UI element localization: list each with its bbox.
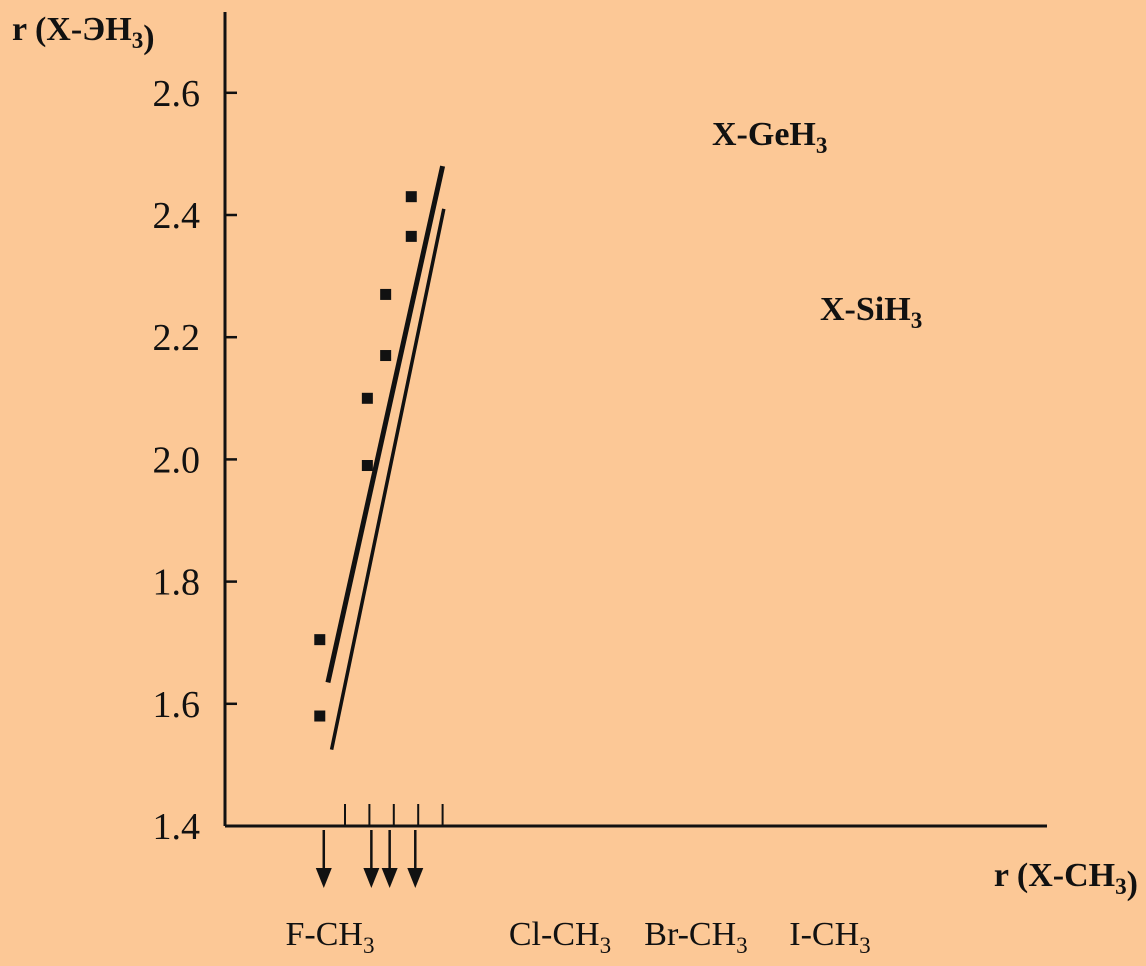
category-arrow-head (381, 868, 398, 888)
labels: F-CH3 Cl-CH3 Br-CH3 I-CH3 r (X-ЭH3) r (X-CH3)… (12, 11, 1138, 959)
data-point (361, 460, 373, 472)
data-point (314, 710, 326, 722)
y-tick-label: 2.4 (153, 195, 201, 237)
data-point (361, 392, 373, 404)
y-tick-label: 1.8 (153, 562, 201, 604)
y-tick-label: 1.6 (153, 684, 201, 726)
data-point (314, 634, 326, 646)
series-label: X-SiH3 (820, 291, 922, 334)
data-points (314, 191, 417, 722)
fit-line (325, 165, 446, 683)
y-tick-label: 2.0 (153, 439, 201, 481)
y-tick-label: 2.2 (153, 317, 201, 359)
category-arrow-head (315, 868, 332, 888)
fit-lines (325, 165, 446, 750)
data-point (380, 350, 392, 362)
series-label: X-GeH3 (712, 116, 827, 159)
category-label: I-CH3 (789, 916, 870, 959)
y-tick-label: 2.6 (153, 73, 201, 115)
axes: 1.4 1.6 1.8 2.0 2.2 2.4 2.6 (153, 12, 1047, 888)
category-label: F-CH3 (285, 916, 374, 959)
category-arrow-head (363, 868, 380, 888)
y-tick-label: 1.4 (153, 806, 201, 848)
data-point (380, 288, 392, 300)
x-axis-title: r (X-CH3) (994, 857, 1138, 902)
category-label: Cl-CH3 (509, 916, 611, 959)
category-arrow-head (407, 868, 424, 888)
fit-line (329, 208, 446, 750)
data-point (405, 191, 417, 203)
category-label: Br-CH3 (644, 916, 747, 959)
data-point (405, 230, 417, 242)
y-axis-title: r (X-ЭH3) (12, 11, 155, 56)
